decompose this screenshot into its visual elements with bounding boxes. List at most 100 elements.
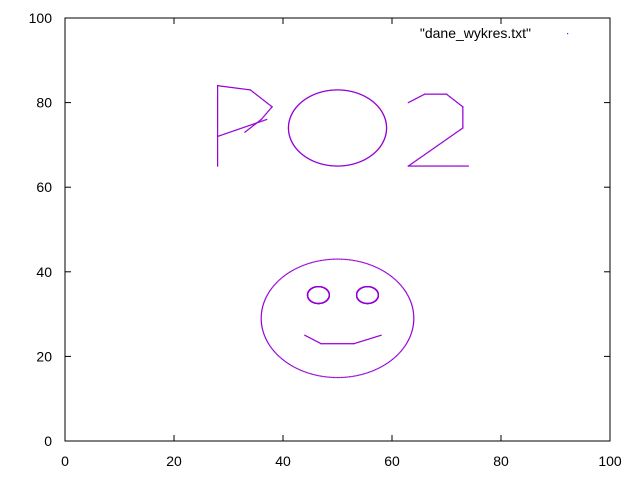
- data-point: [325, 164, 327, 166]
- data-point: [334, 165, 336, 167]
- data-point: [324, 376, 327, 378]
- data-point: [318, 260, 320, 262]
- data-point: [392, 358, 394, 360]
- data-point: [415, 159, 418, 161]
- data-point: [217, 141, 219, 143]
- data-point: [307, 157, 309, 159]
- data-point: [437, 93, 440, 95]
- data-point: [224, 133, 226, 135]
- data-point: [370, 264, 372, 266]
- data-point: [353, 91, 355, 93]
- data-point: [436, 165, 438, 167]
- data-point: [364, 262, 366, 264]
- data-point: [350, 163, 352, 166]
- data-point: [375, 369, 377, 371]
- data-point: [260, 315, 262, 317]
- data-point: [237, 128, 239, 130]
- data-point: [296, 367, 298, 370]
- data-point: [447, 165, 449, 167]
- data-point: [414, 98, 416, 100]
- data-point: [406, 292, 408, 294]
- data-point: [414, 160, 416, 163]
- data-point: [412, 310, 414, 312]
- data-point: [217, 145, 219, 147]
- data-point: [315, 374, 318, 376]
- data-point: [231, 87, 234, 89]
- data-point: [314, 374, 316, 376]
- data-point: [385, 126, 388, 128]
- data-point: [234, 129, 237, 131]
- data-point: [344, 258, 347, 261]
- data-point: [344, 343, 346, 345]
- data-point: [221, 134, 223, 136]
- data-point: [267, 292, 269, 294]
- data-point: [385, 122, 387, 124]
- data-point: [407, 102, 409, 104]
- data-point: [385, 130, 387, 132]
- data-point: [314, 339, 316, 342]
- data-point: [336, 165, 339, 167]
- data-point: [217, 92, 219, 94]
- data-point: [384, 135, 387, 137]
- data-point: [384, 119, 387, 121]
- data-point: [218, 135, 221, 137]
- data-point: [217, 108, 219, 111]
- data-point: [238, 128, 240, 130]
- data-point: [450, 135, 453, 137]
- data-point: [385, 124, 388, 126]
- data-point: [370, 99, 373, 102]
- data-point: [385, 122, 387, 124]
- data-point: [260, 322, 263, 325]
- data-point: [345, 343, 347, 345]
- data-point: [309, 262, 311, 264]
- data-point: [252, 91, 255, 93]
- data-point: [371, 337, 373, 339]
- data-point: [462, 127, 464, 129]
- data-point: [217, 105, 219, 108]
- data-point: [452, 98, 454, 100]
- data-point: [308, 158, 310, 160]
- data-point: [217, 139, 219, 141]
- data-point: [217, 127, 219, 129]
- data-point: [323, 343, 325, 345]
- data-point: [340, 258, 343, 260]
- data-point: [413, 320, 415, 323]
- data-point: [372, 265, 374, 267]
- data-point: [389, 275, 392, 277]
- data-point: [243, 88, 245, 90]
- data-point: [288, 134, 290, 136]
- data-point: [217, 85, 220, 87]
- data-point: [248, 128, 250, 130]
- data-point: [263, 115, 265, 118]
- data-point: [233, 129, 236, 132]
- data-point: [287, 128, 290, 130]
- data-point: [285, 361, 288, 363]
- data-point: [455, 165, 457, 167]
- data-point: [384, 137, 386, 140]
- data-point: [355, 375, 357, 377]
- data-point: [369, 99, 371, 101]
- data-point: [410, 165, 412, 167]
- data-point: [217, 135, 220, 137]
- data-point: [290, 140, 293, 142]
- data-point: [340, 376, 343, 379]
- data-point: [305, 335, 308, 337]
- data-point: [301, 265, 303, 267]
- data-point: [217, 86, 219, 88]
- data-point: [445, 139, 447, 141]
- data-point: [436, 145, 438, 147]
- data-point: [355, 92, 357, 94]
- data-point: [292, 142, 294, 145]
- data-point: [442, 93, 445, 95]
- data-point: [354, 260, 356, 262]
- data-point: [409, 165, 411, 167]
- data-point: [384, 118, 386, 121]
- data-point: [347, 259, 349, 261]
- data-point: [462, 107, 464, 109]
- data-point: [460, 128, 462, 130]
- data-point: [266, 339, 268, 342]
- data-point: [217, 134, 219, 136]
- data-point: [304, 264, 306, 266]
- data-point: [402, 347, 405, 349]
